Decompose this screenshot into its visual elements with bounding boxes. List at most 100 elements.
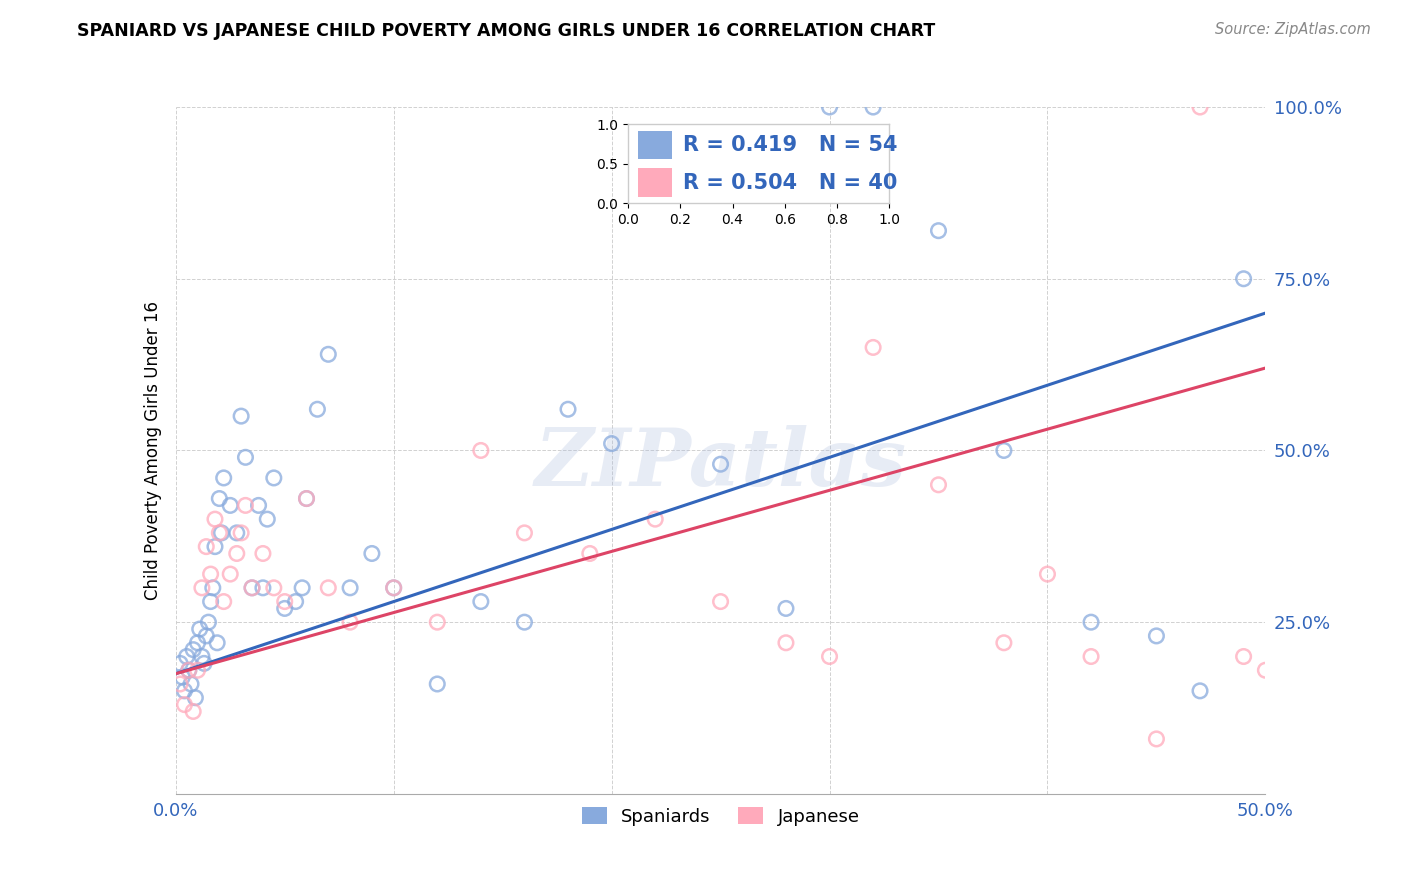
Point bbox=[426, 615, 449, 630]
Point bbox=[212, 471, 235, 485]
Point bbox=[1144, 629, 1167, 643]
Point bbox=[177, 663, 200, 677]
Point bbox=[176, 649, 198, 664]
Point bbox=[382, 581, 405, 595]
Point bbox=[470, 443, 492, 458]
Point bbox=[205, 636, 228, 650]
Point bbox=[208, 525, 231, 540]
Point bbox=[184, 690, 207, 705]
Point bbox=[318, 581, 340, 595]
Point bbox=[1080, 649, 1102, 664]
Point bbox=[191, 649, 214, 664]
Point bbox=[928, 478, 950, 492]
Point bbox=[339, 581, 361, 595]
Point bbox=[318, 347, 340, 361]
Text: R = 0.504   N = 40: R = 0.504 N = 40 bbox=[683, 173, 897, 193]
Point bbox=[256, 512, 278, 526]
Point bbox=[862, 100, 884, 114]
Point bbox=[200, 567, 222, 582]
Point bbox=[426, 677, 449, 691]
Point bbox=[993, 443, 1015, 458]
Point bbox=[211, 525, 233, 540]
Point bbox=[173, 683, 195, 698]
Point bbox=[339, 615, 361, 630]
Point bbox=[862, 340, 884, 354]
Point bbox=[284, 594, 307, 608]
Point bbox=[240, 581, 263, 595]
Point bbox=[200, 594, 222, 608]
Point bbox=[219, 567, 242, 582]
Point bbox=[1080, 615, 1102, 630]
Point bbox=[195, 629, 218, 643]
Point bbox=[225, 525, 247, 540]
Point bbox=[1232, 271, 1256, 285]
Text: ZIPatlas: ZIPatlas bbox=[534, 425, 907, 503]
Point bbox=[247, 499, 270, 513]
Point bbox=[928, 224, 950, 238]
Point bbox=[557, 402, 579, 417]
Point bbox=[1189, 100, 1212, 114]
Point bbox=[710, 457, 733, 471]
Point bbox=[235, 450, 257, 465]
Point bbox=[274, 594, 297, 608]
Point bbox=[252, 581, 274, 595]
Point bbox=[173, 698, 195, 712]
Point bbox=[195, 540, 218, 554]
Point bbox=[231, 525, 253, 540]
Point bbox=[186, 663, 209, 677]
Point bbox=[225, 546, 247, 561]
Point bbox=[231, 409, 253, 423]
Point bbox=[382, 581, 405, 595]
Point bbox=[263, 471, 285, 485]
Point bbox=[600, 436, 623, 450]
Y-axis label: Child Poverty Among Girls Under 16: Child Poverty Among Girls Under 16 bbox=[143, 301, 162, 600]
Point bbox=[204, 512, 226, 526]
Text: R = 0.419   N = 54: R = 0.419 N = 54 bbox=[683, 135, 897, 154]
Point bbox=[219, 499, 242, 513]
Point bbox=[775, 601, 797, 615]
Point bbox=[181, 642, 204, 657]
Point bbox=[201, 581, 224, 595]
Point bbox=[186, 636, 209, 650]
Point bbox=[291, 581, 314, 595]
Point bbox=[208, 491, 231, 506]
Point bbox=[212, 594, 235, 608]
Point bbox=[307, 402, 329, 417]
Point bbox=[235, 499, 257, 513]
FancyBboxPatch shape bbox=[638, 130, 672, 159]
Point bbox=[295, 491, 318, 506]
Point bbox=[295, 491, 318, 506]
Point bbox=[470, 594, 492, 608]
Point bbox=[1144, 731, 1167, 746]
Text: Source: ZipAtlas.com: Source: ZipAtlas.com bbox=[1215, 22, 1371, 37]
Point bbox=[188, 622, 211, 636]
Point bbox=[513, 615, 536, 630]
Point bbox=[191, 581, 214, 595]
Point bbox=[252, 546, 274, 561]
FancyBboxPatch shape bbox=[638, 169, 672, 197]
Legend: Spaniards, Japanese: Spaniards, Japanese bbox=[574, 800, 868, 833]
Text: SPANIARD VS JAPANESE CHILD POVERTY AMONG GIRLS UNDER 16 CORRELATION CHART: SPANIARD VS JAPANESE CHILD POVERTY AMONG… bbox=[77, 22, 935, 40]
Point bbox=[818, 100, 841, 114]
Point bbox=[513, 525, 536, 540]
Point bbox=[579, 546, 602, 561]
Point bbox=[193, 657, 215, 671]
Point bbox=[169, 677, 191, 691]
Point bbox=[197, 615, 219, 630]
Point bbox=[169, 657, 191, 671]
Point bbox=[1232, 649, 1256, 664]
Point bbox=[818, 649, 841, 664]
Point bbox=[181, 705, 204, 719]
Point bbox=[1036, 567, 1059, 582]
Point bbox=[274, 601, 297, 615]
Point bbox=[1254, 663, 1277, 677]
Point bbox=[710, 594, 733, 608]
Point bbox=[360, 546, 382, 561]
Point bbox=[993, 636, 1015, 650]
Point bbox=[775, 636, 797, 650]
Point bbox=[172, 670, 194, 684]
Point bbox=[263, 581, 285, 595]
Point bbox=[177, 663, 200, 677]
Point bbox=[240, 581, 263, 595]
Point bbox=[1189, 683, 1212, 698]
